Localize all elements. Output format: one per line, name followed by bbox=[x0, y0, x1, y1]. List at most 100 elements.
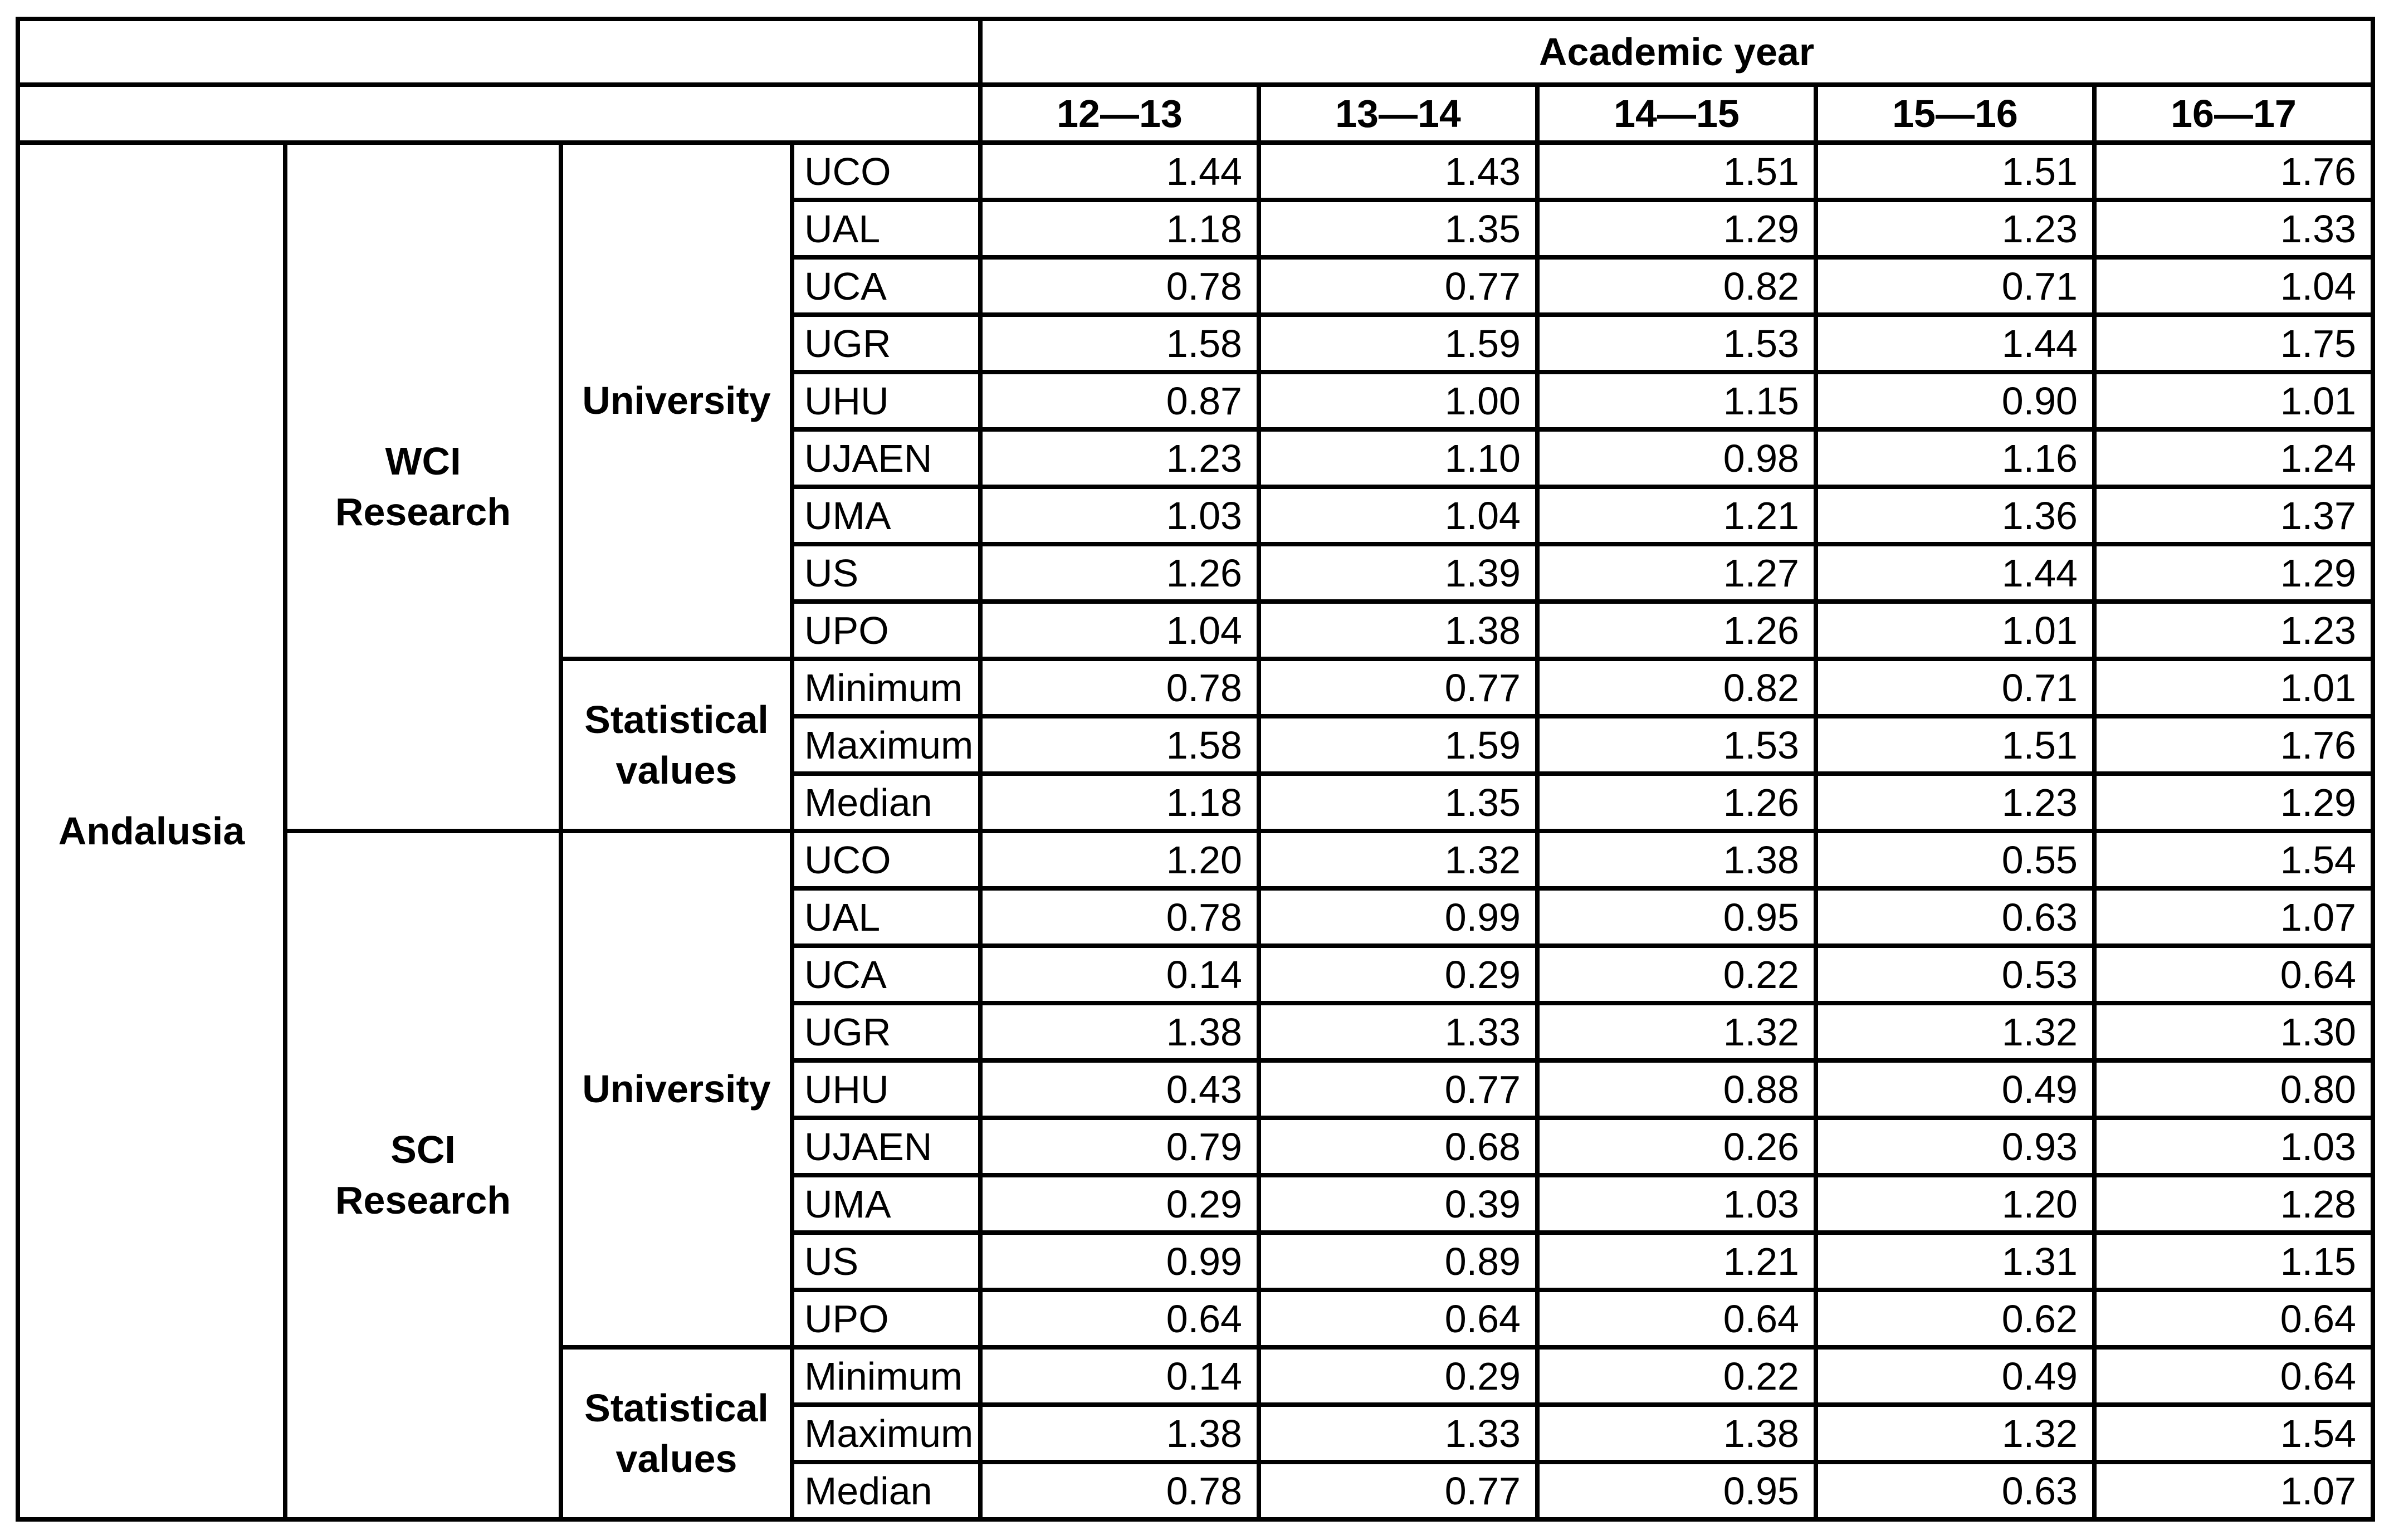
university-name-cell: UHU bbox=[790, 1058, 983, 1120]
stat-value-cell: 1.51 bbox=[1814, 714, 2097, 776]
value-cell: 1.30 bbox=[2092, 1001, 2375, 1063]
value-cell: 1.33 bbox=[2092, 198, 2375, 260]
value-cell: 0.77 bbox=[1257, 255, 1540, 317]
university-name-cell: UPO bbox=[790, 1288, 983, 1350]
value-cell: 1.18 bbox=[978, 198, 1261, 260]
stats-header-cell: Statistical values bbox=[559, 1345, 794, 1522]
stat-name-cell: Maximum bbox=[790, 1402, 983, 1464]
table-row: SCI Research University UCO 1.20 1.32 1.38 0.55… bbox=[18, 829, 2375, 1522]
table-row: UAL 1.18 1.35 1.29 1.23 1.33 bbox=[18, 198, 2375, 260]
university-header-cell: University bbox=[559, 140, 794, 661]
value-cell: 1.07 bbox=[2092, 886, 2375, 948]
value-cell: 1.20 bbox=[978, 829, 1261, 891]
section-label-cell: SCI Research bbox=[283, 829, 563, 1522]
table-row: US 1.26 1.39 1.27 1.44 1.29 bbox=[18, 542, 2375, 604]
value-cell: 1.36 bbox=[1814, 485, 2097, 546]
value-cell: 1.15 bbox=[2092, 1230, 2375, 1292]
value-cell: 1.43 bbox=[1257, 140, 1540, 202]
value-cell: 0.79 bbox=[978, 1116, 1261, 1177]
stat-value-cell: 1.33 bbox=[1257, 1402, 1540, 1464]
value-cell: 1.31 bbox=[1814, 1230, 2097, 1292]
stat-name-cell: Minimum bbox=[790, 1345, 983, 1407]
university-name-cell: US bbox=[790, 1230, 983, 1292]
stat-value-cell: 0.14 bbox=[978, 1345, 1261, 1407]
university-name-cell: UMA bbox=[790, 485, 983, 546]
value-cell: 0.26 bbox=[1535, 1116, 1818, 1177]
value-cell: 1.51 bbox=[1814, 140, 2097, 202]
university-name-cell: UHU bbox=[790, 370, 983, 432]
value-cell: 1.32 bbox=[1535, 1001, 1818, 1063]
stat-value-cell: 0.29 bbox=[1257, 1345, 1540, 1407]
value-cell: 1.04 bbox=[978, 599, 1261, 661]
university-name-cell: UMA bbox=[790, 1173, 983, 1235]
stat-name-cell: Maximum bbox=[790, 714, 983, 776]
table-row: Maximum 1.58 1.59 1.53 1.51 1.76 bbox=[18, 714, 2375, 776]
table-row: Median 1.18 1.35 1.26 1.23 1.29 bbox=[18, 771, 2375, 833]
university-name-cell: UGR bbox=[790, 312, 983, 374]
value-cell: 0.64 bbox=[1535, 1288, 1818, 1350]
stat-value-cell: 1.23 bbox=[1814, 771, 2097, 833]
university-name-cell: UCA bbox=[790, 943, 983, 1005]
stat-value-cell: 1.53 bbox=[1535, 714, 1818, 776]
section-label-cell-line: WCI bbox=[385, 439, 461, 483]
value-cell: 1.38 bbox=[1257, 599, 1540, 661]
university-name-cell: UAL bbox=[790, 886, 983, 948]
table-row: Statistical values Minimum 0.14 0.29 0.22 0.49… bbox=[18, 1345, 2375, 1522]
stat-value-cell: 1.58 bbox=[978, 714, 1261, 776]
stat-value-cell: 1.54 bbox=[2092, 1402, 2375, 1464]
value-cell: 0.71 bbox=[1814, 255, 2097, 317]
year-header-cell: 12—13 bbox=[978, 82, 1261, 145]
university-name-cell: UJAEN bbox=[790, 427, 983, 489]
stat-value-cell: 1.35 bbox=[1257, 771, 1540, 833]
value-cell: 1.16 bbox=[1814, 427, 2097, 489]
value-cell: 0.78 bbox=[978, 886, 1261, 948]
value-cell: 0.95 bbox=[1535, 886, 1818, 948]
stat-name-cell: Median bbox=[790, 1460, 983, 1522]
value-cell: 1.26 bbox=[978, 542, 1261, 604]
value-cell: 1.03 bbox=[978, 485, 1261, 546]
value-cell: 1.39 bbox=[1257, 542, 1540, 604]
table-row: UGR 1.58 1.59 1.53 1.44 1.75 bbox=[18, 312, 2375, 374]
value-cell: 1.00 bbox=[1257, 370, 1540, 432]
table-row: UJAEN 0.79 0.68 0.26 0.93 1.03 bbox=[18, 1116, 2375, 1177]
stat-value-cell: 1.38 bbox=[1535, 1402, 1818, 1464]
value-cell: 1.23 bbox=[978, 427, 1261, 489]
value-cell: 1.04 bbox=[1257, 485, 1540, 546]
stat-value-cell: 1.32 bbox=[1814, 1402, 2097, 1464]
value-cell: 1.26 bbox=[1535, 599, 1818, 661]
section-label-cell-line: Research bbox=[335, 490, 511, 534]
region-cell: Andalusia bbox=[16, 140, 287, 1522]
value-cell: 0.80 bbox=[2092, 1058, 2375, 1120]
value-cell: 1.01 bbox=[1814, 599, 2097, 661]
year-header-cell: 16—17 bbox=[2092, 82, 2375, 145]
stat-value-cell: 0.49 bbox=[1814, 1345, 2097, 1407]
value-cell: 1.76 bbox=[2092, 140, 2375, 202]
value-cell: 1.01 bbox=[2092, 370, 2375, 432]
table-row: UMA 1.03 1.04 1.21 1.36 1.37 bbox=[18, 485, 2375, 546]
stats-header-cell-line: Statistical bbox=[584, 1386, 769, 1430]
value-cell: 0.82 bbox=[1535, 255, 1818, 317]
value-cell: 1.10 bbox=[1257, 427, 1540, 489]
stat-value-cell: 0.63 bbox=[1814, 1460, 2097, 1522]
andalusia-research-table: Academic year 12—13 13—14 14—15 15—16 16—17 An… bbox=[16, 17, 2375, 1522]
value-cell: 1.21 bbox=[1535, 1230, 1818, 1292]
university-name-cell: UCO bbox=[790, 140, 983, 202]
value-cell: 0.64 bbox=[2092, 1288, 2375, 1350]
table-row: UMA 0.29 0.39 1.03 1.20 1.28 bbox=[18, 1173, 2375, 1235]
value-cell: 0.99 bbox=[1257, 886, 1540, 948]
stat-value-cell: 0.22 bbox=[1535, 1345, 1818, 1407]
university-header-cell: University bbox=[559, 829, 794, 1350]
value-cell: 0.68 bbox=[1257, 1116, 1540, 1177]
stat-value-cell: 0.77 bbox=[1257, 657, 1540, 718]
university-name-cell: UCO bbox=[790, 829, 983, 891]
value-cell: 1.27 bbox=[1535, 542, 1818, 604]
table-row: Academic year bbox=[16, 17, 2375, 87]
value-cell: 0.90 bbox=[1814, 370, 2097, 432]
value-cell: 1.24 bbox=[2092, 427, 2375, 489]
value-cell: 1.23 bbox=[2092, 599, 2375, 661]
stat-value-cell: 1.18 bbox=[978, 771, 1261, 833]
value-cell: 0.99 bbox=[978, 1230, 1261, 1292]
stat-value-cell: 0.78 bbox=[978, 1460, 1261, 1522]
value-cell: 0.49 bbox=[1814, 1058, 2097, 1120]
value-cell: 1.38 bbox=[1535, 829, 1818, 891]
